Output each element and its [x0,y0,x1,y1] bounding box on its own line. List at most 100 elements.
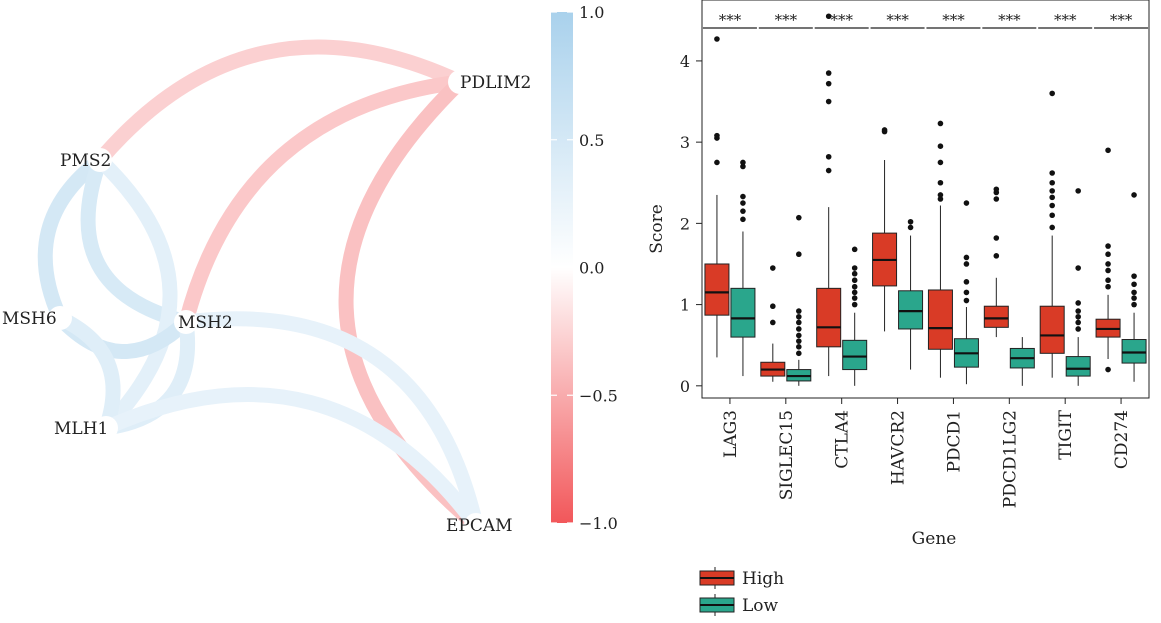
node-mlh1 [94,416,118,440]
x-tick-label-pdcd1: PDCD1 [944,410,964,473]
outlier-point [1131,289,1137,296]
legend-item-low: Low [699,594,779,616]
node-msh6 [48,306,72,330]
x-tick-label-cd274: CD274 [1112,410,1132,469]
significance-label: *** [830,11,853,29]
x-tick-label-siglec15: SIGLEC15 [777,410,797,500]
colorbar-tick-label: 0.5 [579,131,604,150]
edge-pms2-msh2 [80,152,194,330]
box-iqr [1065,356,1091,377]
box-low-lag3 [730,159,756,377]
outlier-point [963,297,970,304]
outlier-point [1105,243,1111,249]
x-tick-label-havcr2: HAVCR2 [889,410,909,485]
box-low-cd274 [1121,192,1147,382]
outlier-point [1105,147,1111,154]
colorbar: 1.0 0.5 0.0 −0.5 −1.0 [551,3,618,533]
outlier-point [796,214,802,221]
outlier-point [796,350,802,357]
outlier-point [937,159,944,166]
outlier-point [1105,366,1111,373]
box-high-havcr2 [872,127,898,332]
box-low-ctla4 [842,246,868,386]
box-high-tigit [1039,90,1065,378]
outlier-point [851,295,858,301]
outlier-point [796,308,802,314]
outlier-point [963,254,970,261]
box-high-lag3 [704,36,730,358]
outlier-point [796,251,802,258]
outlier-point [1049,188,1055,194]
edge-pdlim2-msh2 [178,74,468,330]
outlier-point [937,196,944,202]
y-axis-title: Score [647,204,667,254]
outlier-point [796,326,802,332]
legend: High Low [699,567,784,616]
outlier-point [825,70,832,76]
outlier-point [937,192,944,198]
outlier-point [796,338,802,344]
outlier-point [1105,251,1111,258]
outlier-point [740,216,746,223]
outlier-point [1131,301,1137,308]
box-iqr [898,290,924,330]
outlier-point [1105,283,1111,290]
outlier-point [714,159,720,166]
edge-msh2-epcam [178,311,484,533]
outlier-point [1049,202,1055,209]
box-low-pdcd1lg2 [1009,337,1035,386]
outlier-point [770,265,776,271]
y-tick-label: 1 [680,296,690,315]
outlier-point [993,235,1000,241]
boxplot-chart: 0 1 2 3 4 LAG3 SIGLEC15 CTLA4 HAVCR2 PDCD1 PDCD1L… [647,0,1150,616]
outlier-point [851,265,858,271]
outlier-point [740,208,746,214]
outlier-point [796,319,802,326]
node-label-epcam: EPCAM [446,516,513,536]
x-tick-label-ctla4: CTLA4 [833,410,853,469]
outlier-point [851,270,858,277]
box-high-pdcd1 [927,120,953,378]
significance-label: *** [1054,11,1077,29]
outlier-point [740,200,746,206]
box-high-ctla4 [816,13,842,377]
box-low-tigit [1065,188,1091,386]
outlier-point [714,36,720,42]
outlier-point [1049,90,1055,97]
box-low-pdcd1 [953,200,979,385]
significance-label: *** [998,11,1021,29]
node-label-msh6: MSH6 [2,309,57,329]
edge-pms2-pdlim2 [92,39,468,168]
outlier-point [993,253,1000,259]
node-epcam [464,513,488,537]
outlier-point [1075,313,1081,320]
edge-mlh1-epcam [98,387,484,533]
network-nodes: PDLIM2 PMS2 MSH6 MSH2 MLH1 EPCAM [2,70,531,537]
outlier-point [1131,281,1137,288]
outlier-point [1049,170,1055,176]
outlier-point [1075,265,1081,271]
y-tick-label: 2 [680,214,690,233]
legend-label-low: Low [742,596,779,616]
box-iqr [816,287,842,348]
box-high-siglec15 [760,265,786,382]
box-high-pdcd1lg2 [983,186,1009,338]
outlier-point [1075,326,1081,332]
colorbar-tick-label: −0.5 [579,386,618,405]
x-tick-label-lag3: LAG3 [721,410,741,458]
significance-label: *** [886,11,909,29]
outlier-point [825,167,832,174]
y-tick-label: 0 [680,377,690,396]
node-pms2 [88,148,112,172]
outlier-point [825,153,832,160]
outlier-point [907,224,914,231]
box-iqr [983,305,1009,328]
outlier-point [796,313,802,320]
significance-label: *** [775,11,798,29]
y-tick-label: 3 [680,133,690,152]
edge-pms2-mlh1 [92,152,178,436]
significance-label: *** [1110,11,1133,29]
outlier-point [796,332,802,339]
outlier-point [851,289,858,296]
